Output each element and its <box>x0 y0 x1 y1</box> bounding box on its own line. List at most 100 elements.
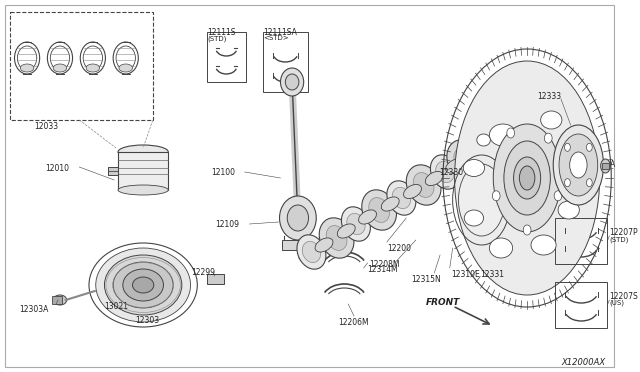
Bar <box>282 240 314 250</box>
Bar <box>118 152 168 190</box>
Ellipse shape <box>493 124 561 232</box>
Ellipse shape <box>315 238 333 252</box>
Ellipse shape <box>132 277 154 293</box>
Ellipse shape <box>454 148 475 172</box>
Ellipse shape <box>447 140 482 180</box>
Ellipse shape <box>53 64 67 72</box>
Ellipse shape <box>358 210 376 224</box>
Text: FRONT: FRONT <box>426 298 460 307</box>
Ellipse shape <box>280 68 304 96</box>
Ellipse shape <box>118 185 168 195</box>
Ellipse shape <box>454 61 600 295</box>
Text: <STD>: <STD> <box>263 35 289 41</box>
Text: 12206M: 12206M <box>339 318 369 327</box>
Text: 13021: 13021 <box>104 302 129 311</box>
Bar <box>207 274 225 284</box>
Ellipse shape <box>326 225 347 250</box>
Bar <box>555 282 607 328</box>
Ellipse shape <box>20 64 34 72</box>
Ellipse shape <box>436 161 454 183</box>
Text: 12207S: 12207S <box>609 292 638 301</box>
Ellipse shape <box>564 179 570 187</box>
Ellipse shape <box>545 133 552 143</box>
Ellipse shape <box>541 111 562 129</box>
Ellipse shape <box>104 255 182 315</box>
Ellipse shape <box>554 191 562 201</box>
Ellipse shape <box>477 134 490 146</box>
Ellipse shape <box>123 269 163 301</box>
Bar <box>52 296 62 304</box>
Ellipse shape <box>563 150 582 166</box>
Ellipse shape <box>342 207 371 241</box>
Ellipse shape <box>445 159 463 173</box>
Text: (STD): (STD) <box>207 35 227 42</box>
Text: 12033: 12033 <box>34 122 58 131</box>
Ellipse shape <box>520 166 535 190</box>
Text: 12208M: 12208M <box>369 260 400 269</box>
Ellipse shape <box>96 248 191 322</box>
Ellipse shape <box>564 143 570 151</box>
Ellipse shape <box>426 171 444 186</box>
Ellipse shape <box>392 187 410 209</box>
Bar <box>602 163 609 169</box>
Ellipse shape <box>302 241 321 263</box>
Ellipse shape <box>465 147 483 161</box>
Ellipse shape <box>319 218 354 258</box>
Bar <box>555 218 607 264</box>
Ellipse shape <box>490 124 516 146</box>
Ellipse shape <box>362 190 397 230</box>
Text: 12310A: 12310A <box>586 160 616 169</box>
Text: 12303A: 12303A <box>19 305 49 314</box>
Ellipse shape <box>431 155 460 189</box>
Text: 12333: 12333 <box>537 92 561 101</box>
Text: 12200: 12200 <box>387 244 411 253</box>
Ellipse shape <box>586 179 592 187</box>
Ellipse shape <box>513 157 541 199</box>
Ellipse shape <box>347 214 365 235</box>
Text: X12000AX: X12000AX <box>561 358 605 367</box>
Ellipse shape <box>387 181 416 215</box>
Bar <box>108 167 118 175</box>
Ellipse shape <box>570 152 587 178</box>
Ellipse shape <box>474 137 493 158</box>
Ellipse shape <box>559 134 598 196</box>
Ellipse shape <box>507 128 515 138</box>
Ellipse shape <box>406 165 441 205</box>
Text: 12111S: 12111S <box>207 28 236 37</box>
Ellipse shape <box>381 197 399 211</box>
Ellipse shape <box>504 141 550 215</box>
Text: 12303: 12303 <box>136 316 159 325</box>
Text: (US): (US) <box>609 300 625 307</box>
Ellipse shape <box>492 191 500 201</box>
Ellipse shape <box>53 295 67 305</box>
Text: 12109: 12109 <box>214 220 239 229</box>
Bar <box>207 32 246 82</box>
Ellipse shape <box>531 235 556 255</box>
Ellipse shape <box>280 196 316 240</box>
Bar <box>10 12 153 120</box>
Text: (STD): (STD) <box>609 236 628 243</box>
Text: 12315N: 12315N <box>411 275 441 284</box>
Ellipse shape <box>464 210 484 226</box>
Ellipse shape <box>524 225 531 235</box>
Ellipse shape <box>490 238 513 258</box>
Ellipse shape <box>558 201 579 219</box>
Ellipse shape <box>297 235 326 269</box>
Ellipse shape <box>287 205 308 231</box>
Text: 12331: 12331 <box>481 270 505 279</box>
Text: 12299: 12299 <box>191 268 216 277</box>
Text: 12310E: 12310E <box>451 270 479 279</box>
Text: 12314M: 12314M <box>367 265 398 274</box>
Ellipse shape <box>469 131 498 165</box>
Text: 12010: 12010 <box>45 164 70 173</box>
Ellipse shape <box>458 164 505 236</box>
Ellipse shape <box>586 143 592 151</box>
Ellipse shape <box>404 185 422 199</box>
Text: 12330: 12330 <box>439 168 463 177</box>
Ellipse shape <box>118 145 168 159</box>
Text: 12100: 12100 <box>211 168 235 177</box>
Ellipse shape <box>600 159 611 173</box>
Ellipse shape <box>463 160 484 176</box>
Ellipse shape <box>337 224 355 238</box>
Bar <box>263 32 308 92</box>
